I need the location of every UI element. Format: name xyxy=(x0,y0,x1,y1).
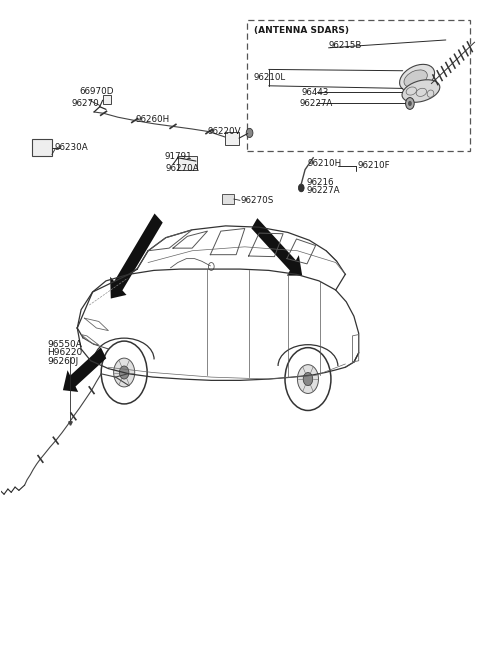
FancyBboxPatch shape xyxy=(222,194,234,203)
Circle shape xyxy=(408,101,412,106)
Text: 96260J: 96260J xyxy=(48,357,79,366)
Text: 91791: 91791 xyxy=(164,152,192,161)
Polygon shape xyxy=(110,213,163,298)
Text: H96220: H96220 xyxy=(48,348,83,358)
Text: 96210L: 96210L xyxy=(253,73,286,83)
Text: 96215B: 96215B xyxy=(328,41,362,50)
Text: 96227A: 96227A xyxy=(306,186,340,195)
Ellipse shape xyxy=(399,64,434,92)
Text: 96550A: 96550A xyxy=(48,340,83,349)
Text: 66970D: 66970D xyxy=(80,87,114,96)
Polygon shape xyxy=(63,348,106,392)
Text: 96210H: 96210H xyxy=(308,159,342,167)
Text: 96210F: 96210F xyxy=(358,161,390,170)
Text: 96216: 96216 xyxy=(306,178,334,187)
FancyBboxPatch shape xyxy=(103,95,111,104)
Text: 96270: 96270 xyxy=(72,99,99,108)
Text: 96230A: 96230A xyxy=(55,144,88,152)
Text: 96260H: 96260H xyxy=(136,115,170,125)
Circle shape xyxy=(406,98,414,110)
Text: 96443: 96443 xyxy=(301,88,329,97)
Text: 96227A: 96227A xyxy=(300,99,333,108)
Circle shape xyxy=(298,365,319,394)
Circle shape xyxy=(303,373,313,386)
Text: (ANTENNA SDARS): (ANTENNA SDARS) xyxy=(254,26,349,35)
Text: 96220V: 96220V xyxy=(207,127,241,136)
Circle shape xyxy=(246,129,253,138)
FancyBboxPatch shape xyxy=(32,140,52,157)
FancyBboxPatch shape xyxy=(178,157,197,170)
Text: 96270A: 96270A xyxy=(166,164,200,173)
FancyBboxPatch shape xyxy=(225,132,239,145)
Circle shape xyxy=(299,184,304,192)
Circle shape xyxy=(120,366,129,379)
Circle shape xyxy=(285,348,331,411)
Circle shape xyxy=(101,341,147,404)
Ellipse shape xyxy=(404,70,427,87)
Bar xyxy=(247,20,470,152)
Text: 96270S: 96270S xyxy=(241,196,275,205)
Polygon shape xyxy=(252,218,302,276)
Circle shape xyxy=(114,358,135,387)
Ellipse shape xyxy=(402,80,440,102)
